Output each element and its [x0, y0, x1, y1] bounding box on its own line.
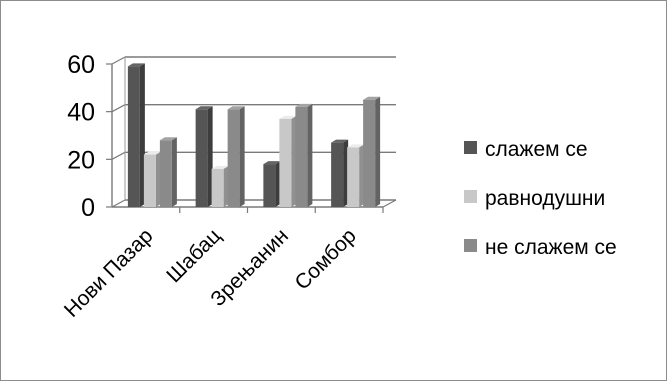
gridline-side [111, 104, 126, 113]
bars [127, 63, 381, 208]
bar [143, 151, 161, 207]
bar-side [343, 139, 349, 207]
gridline-side [111, 199, 126, 208]
bar-top [363, 96, 381, 100]
bar-front [159, 140, 172, 207]
bar-front [295, 106, 308, 207]
legend-swatch [464, 141, 477, 154]
bar [347, 144, 365, 207]
bar-side [155, 151, 161, 207]
bar-side [223, 165, 229, 207]
bar-side [375, 96, 381, 207]
bar-side [139, 63, 145, 208]
bar-front [195, 109, 208, 207]
bar [159, 137, 177, 207]
legend-label: не слажем се [485, 236, 617, 259]
y-tick-label: 60 [67, 51, 95, 79]
bar-side [171, 137, 177, 207]
legend: слажем се равнодушни не слажем се [464, 138, 617, 259]
y-tick-label: 0 [81, 194, 95, 222]
bar-side [307, 103, 313, 207]
axes [106, 57, 397, 213]
bar-side [239, 106, 245, 207]
bar-top [331, 139, 349, 143]
bar-top [279, 115, 297, 119]
y-tick-label: 20 [67, 146, 95, 174]
legend-item: слажем се [464, 138, 588, 161]
bar-top [295, 103, 313, 107]
bar-front [263, 164, 276, 207]
bar [195, 106, 213, 207]
bar-side [359, 144, 365, 207]
bar-top [195, 106, 213, 110]
bar-front [143, 154, 156, 207]
bar-top [263, 161, 281, 165]
bar-front [127, 66, 140, 207]
gridline-side [111, 151, 126, 160]
x-axis-side [382, 199, 397, 208]
bar [363, 96, 381, 207]
bar-side [275, 161, 281, 207]
bar-side [207, 106, 213, 207]
bar [331, 139, 349, 207]
legend-item: равнодушни [464, 187, 605, 210]
bar [295, 103, 313, 207]
bar-top [159, 137, 177, 141]
bar [211, 165, 229, 207]
bar [263, 161, 281, 207]
legend-swatch [464, 190, 477, 203]
legend-label: слажем се [485, 138, 588, 161]
bar-top [347, 144, 365, 148]
bar-front [211, 168, 224, 207]
bar-front [331, 142, 344, 207]
bar-top [211, 165, 229, 169]
legend-swatch [464, 239, 477, 252]
bar-front [347, 147, 360, 207]
bar [127, 63, 145, 208]
bar-front [227, 109, 240, 207]
bar-top [227, 106, 245, 110]
bar-front [363, 99, 376, 207]
legend-item: не слажем се [464, 236, 617, 259]
bar-front [279, 118, 292, 207]
bar-top [127, 63, 145, 67]
bar [227, 106, 245, 207]
bar-top [143, 151, 161, 155]
gridline-side [111, 56, 126, 65]
y-tick-label: 40 [67, 99, 95, 127]
bar [279, 115, 297, 207]
bar-side [291, 115, 297, 207]
legend-label: равнодушни [485, 187, 605, 210]
